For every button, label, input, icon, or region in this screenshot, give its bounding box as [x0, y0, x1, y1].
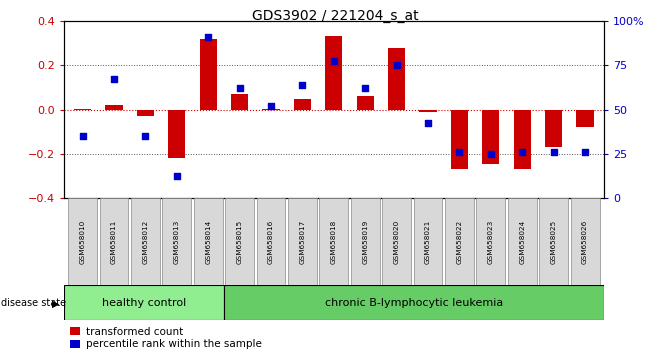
Bar: [388, 48, 405, 110]
Text: GDS3902 / 221204_s_at: GDS3902 / 221204_s_at: [252, 9, 419, 23]
Bar: [137, 110, 154, 116]
Bar: [545, 110, 562, 147]
Bar: [168, 110, 185, 159]
Text: GSM658025: GSM658025: [551, 219, 557, 264]
Bar: [539, 198, 568, 285]
Bar: [99, 198, 128, 285]
Text: GSM658024: GSM658024: [519, 219, 525, 264]
Point: [203, 34, 213, 40]
Bar: [288, 198, 317, 285]
Bar: [64, 285, 224, 320]
Point: [360, 85, 370, 91]
Text: GSM658012: GSM658012: [142, 219, 148, 264]
Bar: [476, 198, 505, 285]
Text: disease state: disease state: [1, 298, 66, 308]
Point: [171, 173, 182, 179]
Bar: [199, 39, 217, 110]
Text: healthy control: healthy control: [102, 298, 186, 308]
Bar: [194, 198, 223, 285]
Text: GSM658015: GSM658015: [237, 219, 243, 264]
Text: GSM658026: GSM658026: [582, 219, 588, 264]
Bar: [570, 198, 599, 285]
Bar: [382, 198, 411, 285]
Text: GSM658023: GSM658023: [488, 219, 494, 264]
Text: GSM658020: GSM658020: [394, 219, 400, 264]
Point: [109, 76, 119, 81]
Bar: [445, 198, 474, 285]
Text: GSM658017: GSM658017: [299, 219, 305, 264]
Text: GSM658016: GSM658016: [268, 219, 274, 264]
Point: [517, 149, 527, 155]
Point: [328, 58, 339, 64]
Bar: [451, 110, 468, 170]
Legend: transformed count, percentile rank within the sample: transformed count, percentile rank withi…: [69, 326, 262, 350]
Bar: [508, 198, 537, 285]
Point: [454, 149, 465, 155]
Bar: [131, 198, 160, 285]
Bar: [294, 99, 311, 110]
Bar: [231, 94, 248, 110]
Text: ▶: ▶: [52, 298, 59, 308]
Bar: [419, 110, 437, 112]
Bar: [351, 198, 380, 285]
Point: [140, 133, 151, 139]
Bar: [225, 198, 254, 285]
Point: [266, 104, 276, 109]
Point: [486, 151, 497, 157]
Bar: [482, 110, 499, 164]
Bar: [74, 109, 91, 110]
Bar: [262, 109, 280, 110]
Point: [297, 82, 308, 88]
Text: GSM658018: GSM658018: [331, 219, 337, 264]
Bar: [413, 198, 442, 285]
Bar: [325, 36, 342, 110]
Point: [391, 63, 402, 68]
Bar: [162, 198, 191, 285]
Text: GSM658022: GSM658022: [456, 219, 462, 264]
Point: [548, 149, 559, 155]
Text: chronic B-lymphocytic leukemia: chronic B-lymphocytic leukemia: [325, 298, 503, 308]
Bar: [224, 285, 604, 320]
Point: [580, 149, 590, 155]
Text: GSM658013: GSM658013: [174, 219, 180, 264]
Text: GSM658019: GSM658019: [362, 219, 368, 264]
Text: GSM658011: GSM658011: [111, 219, 117, 264]
Bar: [256, 198, 285, 285]
Text: GSM658010: GSM658010: [80, 219, 86, 264]
Bar: [513, 110, 531, 170]
Bar: [68, 198, 97, 285]
Text: GSM658021: GSM658021: [425, 219, 431, 264]
Text: GSM658014: GSM658014: [205, 219, 211, 264]
Bar: [105, 105, 123, 110]
Bar: [319, 198, 348, 285]
Point: [423, 120, 433, 126]
Bar: [356, 97, 374, 110]
Bar: [576, 110, 594, 127]
Point: [77, 133, 88, 139]
Point: [234, 85, 245, 91]
